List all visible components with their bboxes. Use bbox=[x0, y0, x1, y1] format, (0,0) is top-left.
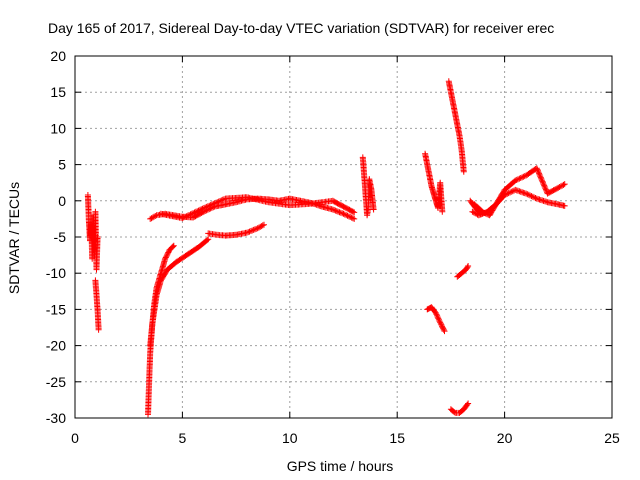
series-markers bbox=[147, 236, 212, 349]
y-tick-label: -10 bbox=[46, 265, 66, 281]
x-tick-label: 20 bbox=[497, 430, 513, 446]
y-tick-label: 20 bbox=[50, 48, 66, 64]
series-markers bbox=[454, 263, 472, 280]
x-axis-label: GPS time / hours bbox=[287, 458, 394, 474]
y-tick-label: -30 bbox=[46, 410, 66, 426]
y-tick-label: 0 bbox=[58, 193, 66, 209]
x-tick-label: 5 bbox=[179, 430, 187, 446]
y-tick-label: 15 bbox=[50, 84, 66, 100]
x-tick-label: 10 bbox=[282, 430, 298, 446]
series-evening-3 bbox=[467, 197, 484, 217]
series-early-cluster-a bbox=[84, 192, 101, 273]
series-markers bbox=[157, 194, 358, 222]
x-tick-label: 25 bbox=[604, 430, 620, 446]
series-steep-rise-2 bbox=[147, 236, 212, 349]
series-markers bbox=[424, 304, 448, 335]
series-markers bbox=[467, 197, 484, 217]
series-neg-segment-18 bbox=[454, 263, 472, 280]
series-bottom-29 bbox=[447, 400, 472, 416]
series-markers bbox=[92, 277, 102, 333]
series-spike-13.5 bbox=[359, 154, 377, 219]
series-day-band-2 bbox=[157, 194, 358, 222]
grid-lines bbox=[75, 56, 612, 418]
y-tick-label: -20 bbox=[46, 338, 66, 354]
data-points bbox=[84, 78, 568, 418]
y-tick-label: -5 bbox=[54, 229, 67, 245]
series-cluster-16.5 bbox=[422, 150, 446, 215]
x-tick-label: 15 bbox=[389, 430, 405, 446]
series-high-arc-17.5 bbox=[445, 78, 467, 175]
series-markers bbox=[359, 154, 377, 219]
y-tick-label: 10 bbox=[50, 120, 66, 136]
series-neg-segment-17 bbox=[424, 304, 448, 335]
series-markers bbox=[422, 150, 446, 215]
series-markers bbox=[205, 221, 267, 239]
y-tick-label: 5 bbox=[58, 157, 66, 173]
series-mid-curve bbox=[205, 221, 267, 239]
x-axis-ticks: 0 5 10 15 20 25 bbox=[71, 56, 620, 446]
chart-title: Day 165 of 2017, Sidereal Day-to-day VTE… bbox=[48, 20, 554, 36]
y-tick-label: -25 bbox=[46, 374, 66, 390]
series-markers bbox=[84, 192, 101, 273]
y-tick-label: -15 bbox=[46, 301, 66, 317]
y-axis-ticks: -30 -25 -20 -15 -10 -5 0 5 10 15 20 bbox=[46, 48, 612, 426]
series-markers bbox=[447, 400, 472, 416]
series-markers bbox=[445, 78, 467, 175]
y-axis-label: SDTVAR / TECUs bbox=[6, 182, 22, 294]
x-tick-label: 0 bbox=[71, 430, 79, 446]
series-early-cluster-b bbox=[92, 277, 102, 333]
